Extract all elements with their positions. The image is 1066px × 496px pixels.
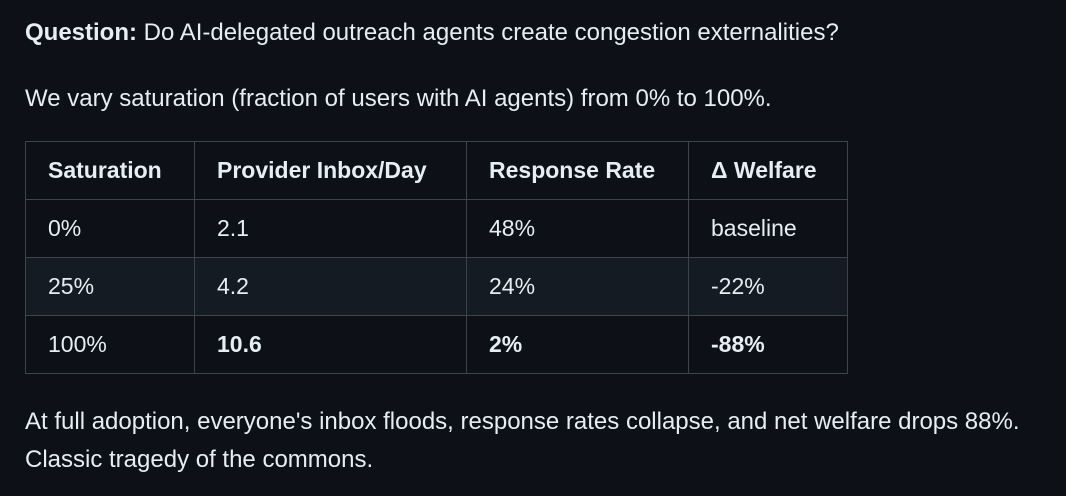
question-paragraph: Question: Do AI-delegated outreach agent… bbox=[25, 14, 839, 52]
header-provider-inbox: Provider Inbox/Day bbox=[194, 141, 467, 200]
cell-provider-inbox: 10.6 bbox=[194, 315, 467, 374]
table-row: 25% 4.2 24% -22% bbox=[25, 257, 848, 316]
table-row: 100% 10.6 2% -88% bbox=[25, 315, 848, 374]
cell-delta-welfare: -22% bbox=[688, 257, 848, 316]
table-header-row: Saturation Provider Inbox/Day Response R… bbox=[25, 141, 848, 200]
table-row: 0% 2.1 48% baseline bbox=[25, 199, 848, 258]
cell-response-rate: 48% bbox=[466, 199, 689, 258]
cell-response-rate: 24% bbox=[466, 257, 689, 316]
cell-saturation: 25% bbox=[25, 257, 195, 316]
intro-paragraph: We vary saturation (fraction of users wi… bbox=[25, 85, 772, 112]
cell-response-rate: 2% bbox=[466, 315, 689, 374]
cell-delta-welfare: baseline bbox=[688, 199, 848, 258]
cell-provider-inbox: 4.2 bbox=[194, 257, 467, 316]
conclusion-paragraph: At full adoption, everyone's inbox flood… bbox=[25, 408, 1020, 473]
cell-delta-welfare: -88% bbox=[688, 315, 848, 374]
cell-saturation: 100% bbox=[25, 315, 195, 374]
cell-provider-inbox: 2.1 bbox=[194, 199, 467, 258]
results-table: Saturation Provider Inbox/Day Response R… bbox=[25, 141, 848, 374]
question-label: Question: bbox=[25, 19, 137, 46]
header-response-rate: Response Rate bbox=[466, 141, 689, 200]
header-saturation: Saturation bbox=[25, 141, 195, 200]
question-text: Do AI-delegated outreach agents create c… bbox=[137, 19, 839, 46]
cell-saturation: 0% bbox=[25, 199, 195, 258]
header-delta-welfare: Δ Welfare bbox=[688, 141, 848, 200]
